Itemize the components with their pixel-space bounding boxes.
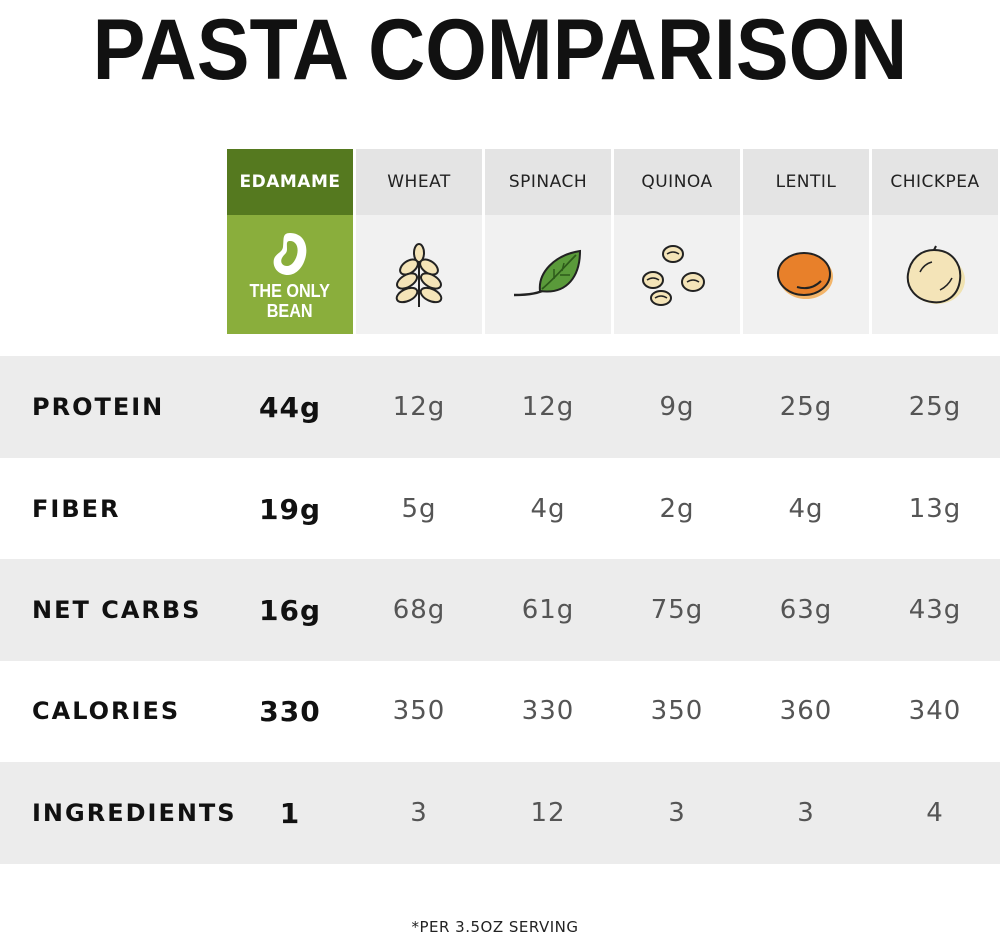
table-cell: 350 bbox=[392, 696, 446, 726]
column-header-lentil: LENTIL bbox=[743, 149, 869, 334]
column-label: CHICKPEA bbox=[872, 149, 998, 215]
table-cell: 44g bbox=[258, 390, 321, 424]
page-title: PASTA COMPARISON bbox=[92, 2, 908, 98]
column-header-spinach: SPINACH bbox=[485, 149, 611, 334]
table-cell: 4 bbox=[926, 798, 944, 828]
table-cell: 12 bbox=[530, 798, 566, 828]
row-label: PROTEIN bbox=[32, 393, 165, 421]
column-header-edamame: EDAMAME THE ONLY BEAN bbox=[227, 149, 353, 334]
column-header-wheat: WHEAT bbox=[356, 149, 482, 334]
table-cell: 340 bbox=[908, 696, 962, 726]
table-cell: 330 bbox=[259, 694, 321, 728]
column-header-quinoa: QUINOA bbox=[614, 149, 740, 334]
table-row-protein: PROTEIN 44g 12g 12g 9g 25g 25g bbox=[0, 356, 1000, 458]
column-label: LENTIL bbox=[743, 149, 869, 215]
table-cell: 4g bbox=[530, 494, 566, 524]
column-label: WHEAT bbox=[356, 149, 482, 215]
quinoa-seeds-icon bbox=[642, 244, 705, 306]
featured-tagline-line: BEAN bbox=[267, 300, 313, 321]
chickpea-icon bbox=[906, 245, 965, 304]
table-cell: 19g bbox=[258, 492, 321, 526]
column-header-chickpea: CHICKPEA bbox=[872, 149, 998, 334]
table-cell: 25g bbox=[908, 392, 962, 422]
column-label: QUINOA bbox=[614, 149, 740, 215]
row-label: INGREDIENTS bbox=[32, 799, 237, 827]
table-row-ingredients: INGREDIENTS 1 3 12 3 3 4 bbox=[0, 762, 1000, 864]
table-cell: 68g bbox=[392, 595, 446, 625]
table-cell: 3 bbox=[797, 798, 815, 828]
table-row-net-carbs: NET CARBS 16g 68g 61g 75g 63g 43g bbox=[0, 559, 1000, 661]
table-cell: 61g bbox=[521, 595, 575, 625]
table-cell: 9g bbox=[659, 392, 695, 422]
row-label: CALORIES bbox=[32, 697, 181, 725]
row-label: FIBER bbox=[32, 495, 121, 523]
table-cell: 12g bbox=[392, 392, 446, 422]
serving-footnote: *PER 3.5OZ SERVING bbox=[411, 918, 579, 936]
column-icon-area: THE ONLY BEAN bbox=[227, 215, 353, 334]
table-row-calories: CALORIES 330 350 330 350 360 340 bbox=[0, 660, 1000, 762]
table-cell: 2g bbox=[659, 494, 695, 524]
table-cell: 43g bbox=[908, 595, 962, 625]
featured-tagline-line: THE ONLY bbox=[249, 280, 331, 301]
wheat-icon bbox=[395, 242, 443, 307]
table-cell: 63g bbox=[779, 595, 833, 625]
table-cell: 330 bbox=[521, 696, 575, 726]
bean-icon bbox=[273, 232, 307, 275]
table-cell: 12g bbox=[521, 392, 575, 422]
row-label: NET CARBS bbox=[32, 596, 202, 624]
table-cell: 13g bbox=[908, 494, 962, 524]
table-cell: 350 bbox=[650, 696, 704, 726]
featured-tagline: THE ONLY BEAN bbox=[250, 281, 330, 321]
table-cell: 3 bbox=[410, 798, 428, 828]
table-cell: 360 bbox=[779, 696, 833, 726]
table-cell: 3 bbox=[668, 798, 686, 828]
table-cell: 1 bbox=[279, 796, 301, 830]
column-label: EDAMAME bbox=[227, 149, 353, 215]
table-row-fiber: FIBER 19g 5g 4g 2g 4g 13g bbox=[0, 458, 1000, 560]
spinach-leaf-icon bbox=[513, 249, 582, 296]
lentil-icon bbox=[777, 251, 833, 299]
table-cell: 16g bbox=[258, 593, 321, 627]
table-cell: 5g bbox=[401, 494, 437, 524]
column-label: SPINACH bbox=[485, 149, 611, 215]
table-cell: 75g bbox=[650, 595, 704, 625]
table-cell: 4g bbox=[788, 494, 824, 524]
table-cell: 25g bbox=[779, 392, 833, 422]
